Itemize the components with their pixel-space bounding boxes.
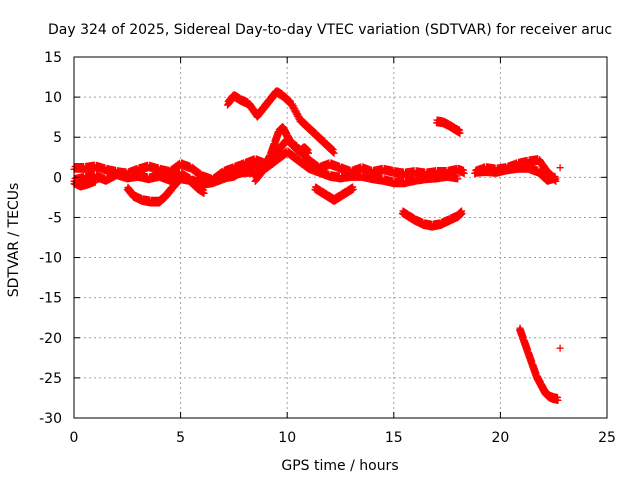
y-tick-label: 5 [53,130,62,146]
point-band-19-22.8-lower [552,175,560,183]
axes-frame [73,56,608,419]
point-dip-11.5-13 [349,185,357,193]
y-tick-label: -30 [39,411,62,427]
x-tick-label: 5 [176,430,185,446]
x-axis-label: GPS time / hours [281,458,398,474]
chart-title: Day 324 of 2025, Sidereal Day-to-day VTE… [48,22,612,38]
x-tick-label: 10 [278,430,296,446]
y-tick-label: 0 [53,170,62,186]
point-short-17-18 [456,129,464,137]
x-tick-label: 15 [385,430,403,446]
y-tick-label: 10 [44,90,62,106]
y-tick-label: -15 [39,291,62,307]
data-points [70,87,564,404]
y-tick-label: 15 [44,50,62,66]
point-upper-arc-7-12 [328,145,336,153]
point-upper-arc-7-12 [294,111,302,119]
point-wave-6-8 [251,161,259,169]
y-tick-label: -5 [48,210,62,226]
plot-frame [73,56,608,419]
y-axis-label: SDTVAR / TECUs [6,183,22,298]
y-tick-label: -20 [39,331,62,347]
point-isolated [556,164,564,172]
point-peak-8.5-11 [305,149,313,157]
y-tick-label: -25 [39,371,62,387]
point-main-band-lower [454,175,462,183]
point-dip-0-2 [91,178,99,186]
x-axis-ticks: 0 5 10 15 20 25 [70,57,616,446]
x-tick-label: 20 [491,430,509,446]
y-tick-label: -10 [39,251,62,267]
point-main-band-upper [460,169,468,177]
point-arc-15-18 [458,209,466,217]
point-isolated [556,344,564,352]
point-wave-2.5-6 [200,189,208,197]
x-tick-label: 25 [598,430,616,446]
point-drop-21-22.8 [554,396,562,404]
point-upper-arc-7-12 [329,146,337,154]
y-axis-ticks: -30 -25 -20 -15 -10 -5 0 5 10 15 [39,50,607,427]
x-tick-label: 0 [70,430,79,446]
point-upper-arc-7-12 [330,149,338,157]
grid-lines [74,57,607,418]
